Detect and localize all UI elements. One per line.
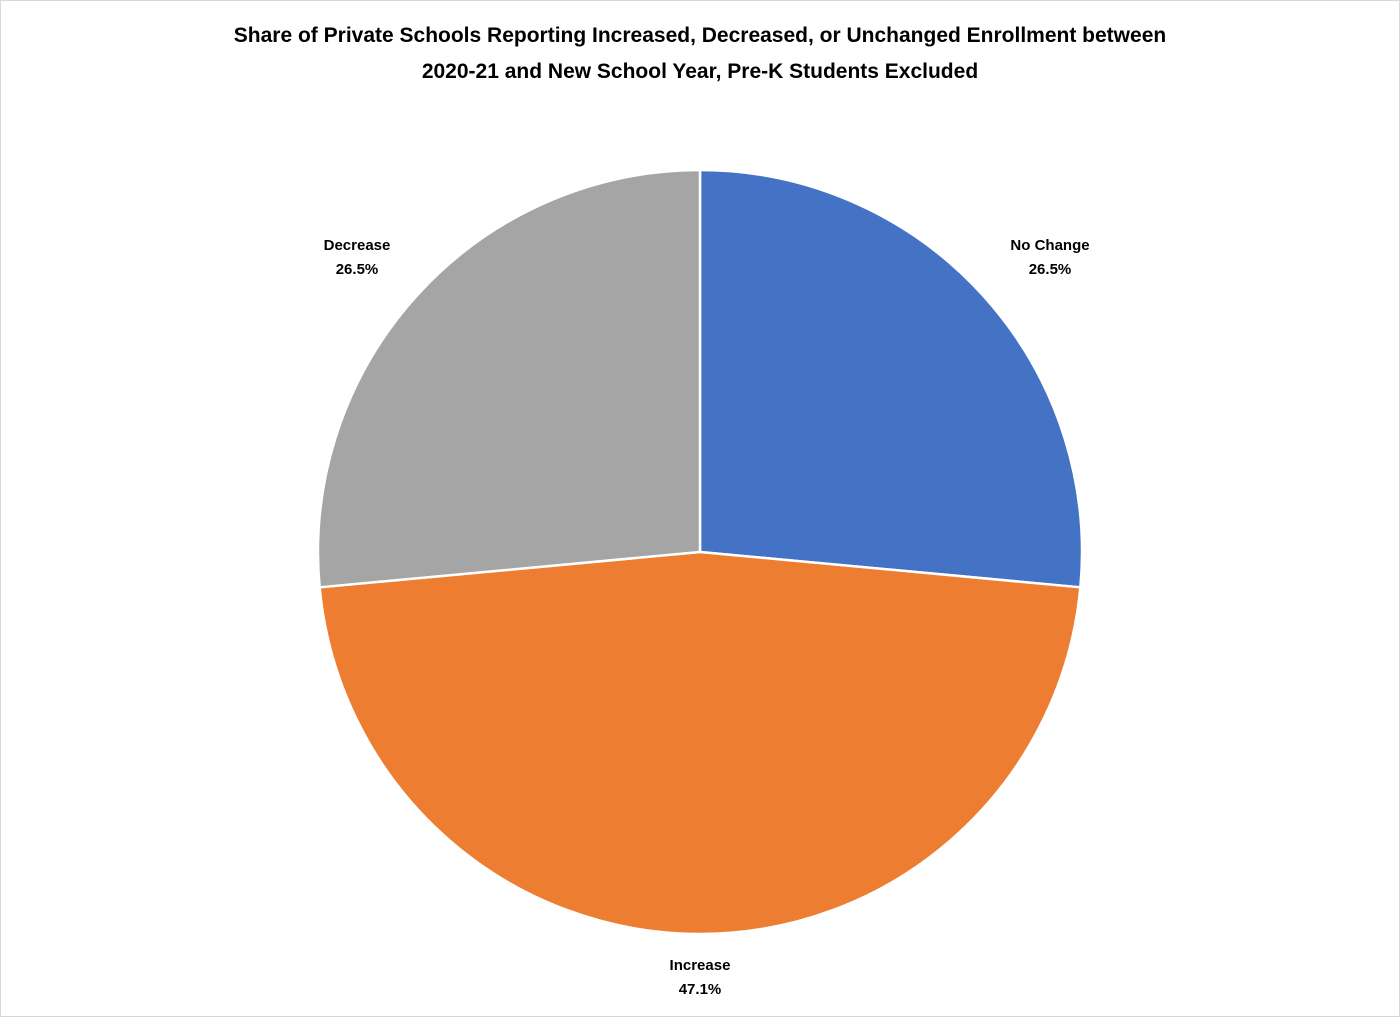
data-label-value: 26.5% [1029, 261, 1072, 278]
data-label-category: Increase [670, 957, 731, 974]
chart-title: Share of Private Schools Reporting Incre… [0, 18, 1400, 90]
pie-slice-increase [318, 550, 1082, 936]
pie-slice-no-change [698, 168, 1084, 589]
data-label-category: Decrease [324, 237, 391, 254]
data-label-value: 47.1% [679, 981, 722, 998]
data-label-category: No Change [1010, 237, 1089, 254]
chart-title-line-2: 2020-21 and New School Year, Pre-K Stude… [421, 60, 979, 83]
data-label-value: 26.5% [336, 261, 379, 278]
chart-title-line-1: Share of Private Schools Reporting Incre… [233, 24, 1167, 47]
pie-slice-decrease [316, 168, 702, 589]
